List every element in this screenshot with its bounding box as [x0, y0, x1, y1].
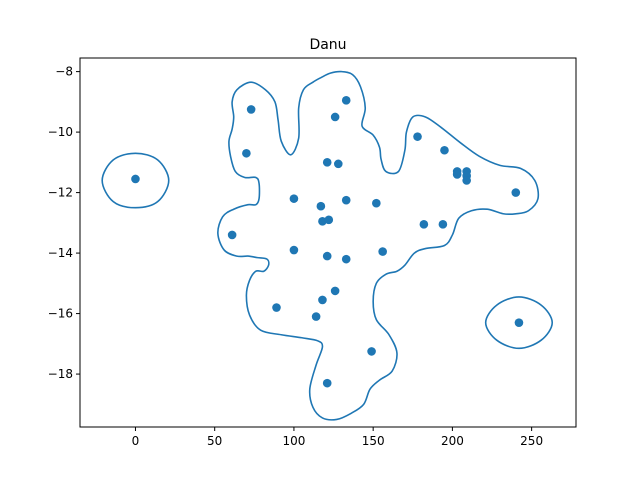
data-point-17: [322, 158, 332, 167]
data-point-15: [316, 201, 326, 211]
y-tick-label-0: −8: [55, 65, 73, 79]
y-tick-label-1: −10: [48, 125, 73, 139]
data-point-23: [367, 347, 376, 356]
x-tick-label-2: 100: [282, 434, 305, 448]
data-point-8: [318, 295, 327, 305]
y-tick-label-3: −14: [48, 246, 73, 260]
y-tick-label-5: −18: [48, 367, 73, 381]
data-point-0: [131, 174, 140, 184]
x-tick-label-3: 150: [362, 434, 385, 448]
contour-line-0: [101, 152, 170, 209]
data-point-10: [330, 286, 340, 296]
data-point-20: [341, 96, 351, 105]
x-tick-label-1: 50: [207, 434, 222, 448]
point-layer: [131, 96, 524, 388]
contour-layer: [101, 70, 554, 421]
data-point-22: [378, 247, 387, 256]
contour-line-2: [217, 70, 540, 421]
data-point-25: [419, 220, 429, 229]
data-point-32: [462, 176, 471, 185]
data-point-18: [334, 159, 343, 169]
data-point-2: [242, 148, 251, 158]
chart-title: Danu: [309, 37, 346, 53]
data-point-21: [372, 198, 381, 208]
data-point-12: [341, 254, 351, 264]
data-point-24: [413, 132, 422, 141]
data-point-5: [289, 245, 299, 255]
contour-line-1: [484, 296, 554, 350]
plot-frame: [79, 57, 577, 428]
x-tick-label-0: 0: [132, 434, 140, 448]
data-point-4: [289, 194, 299, 203]
x-tick-label-4: 200: [441, 434, 464, 448]
data-point-9: [322, 378, 332, 388]
y-tick-label-4: −16: [48, 307, 73, 321]
data-point-7: [311, 312, 321, 321]
x-axis-ticks: 0 50 100 150 200 250: [132, 427, 543, 448]
y-axis-ticks: −8 −10 −12 −14 −16 −18: [48, 65, 80, 381]
data-point-6: [272, 303, 281, 312]
data-point-3: [227, 230, 237, 240]
data-point-14: [324, 215, 334, 225]
data-point-29: [452, 170, 462, 179]
data-point-1: [246, 105, 256, 114]
y-tick-label-2: −12: [48, 186, 73, 200]
data-point-19: [330, 112, 340, 122]
data-point-11: [322, 251, 332, 261]
data-point-26: [438, 220, 448, 229]
data-point-33: [511, 188, 521, 197]
data-point-27: [440, 145, 449, 155]
x-tick-label-5: 250: [520, 434, 543, 448]
data-point-16: [341, 195, 351, 205]
data-point-34: [514, 318, 524, 327]
